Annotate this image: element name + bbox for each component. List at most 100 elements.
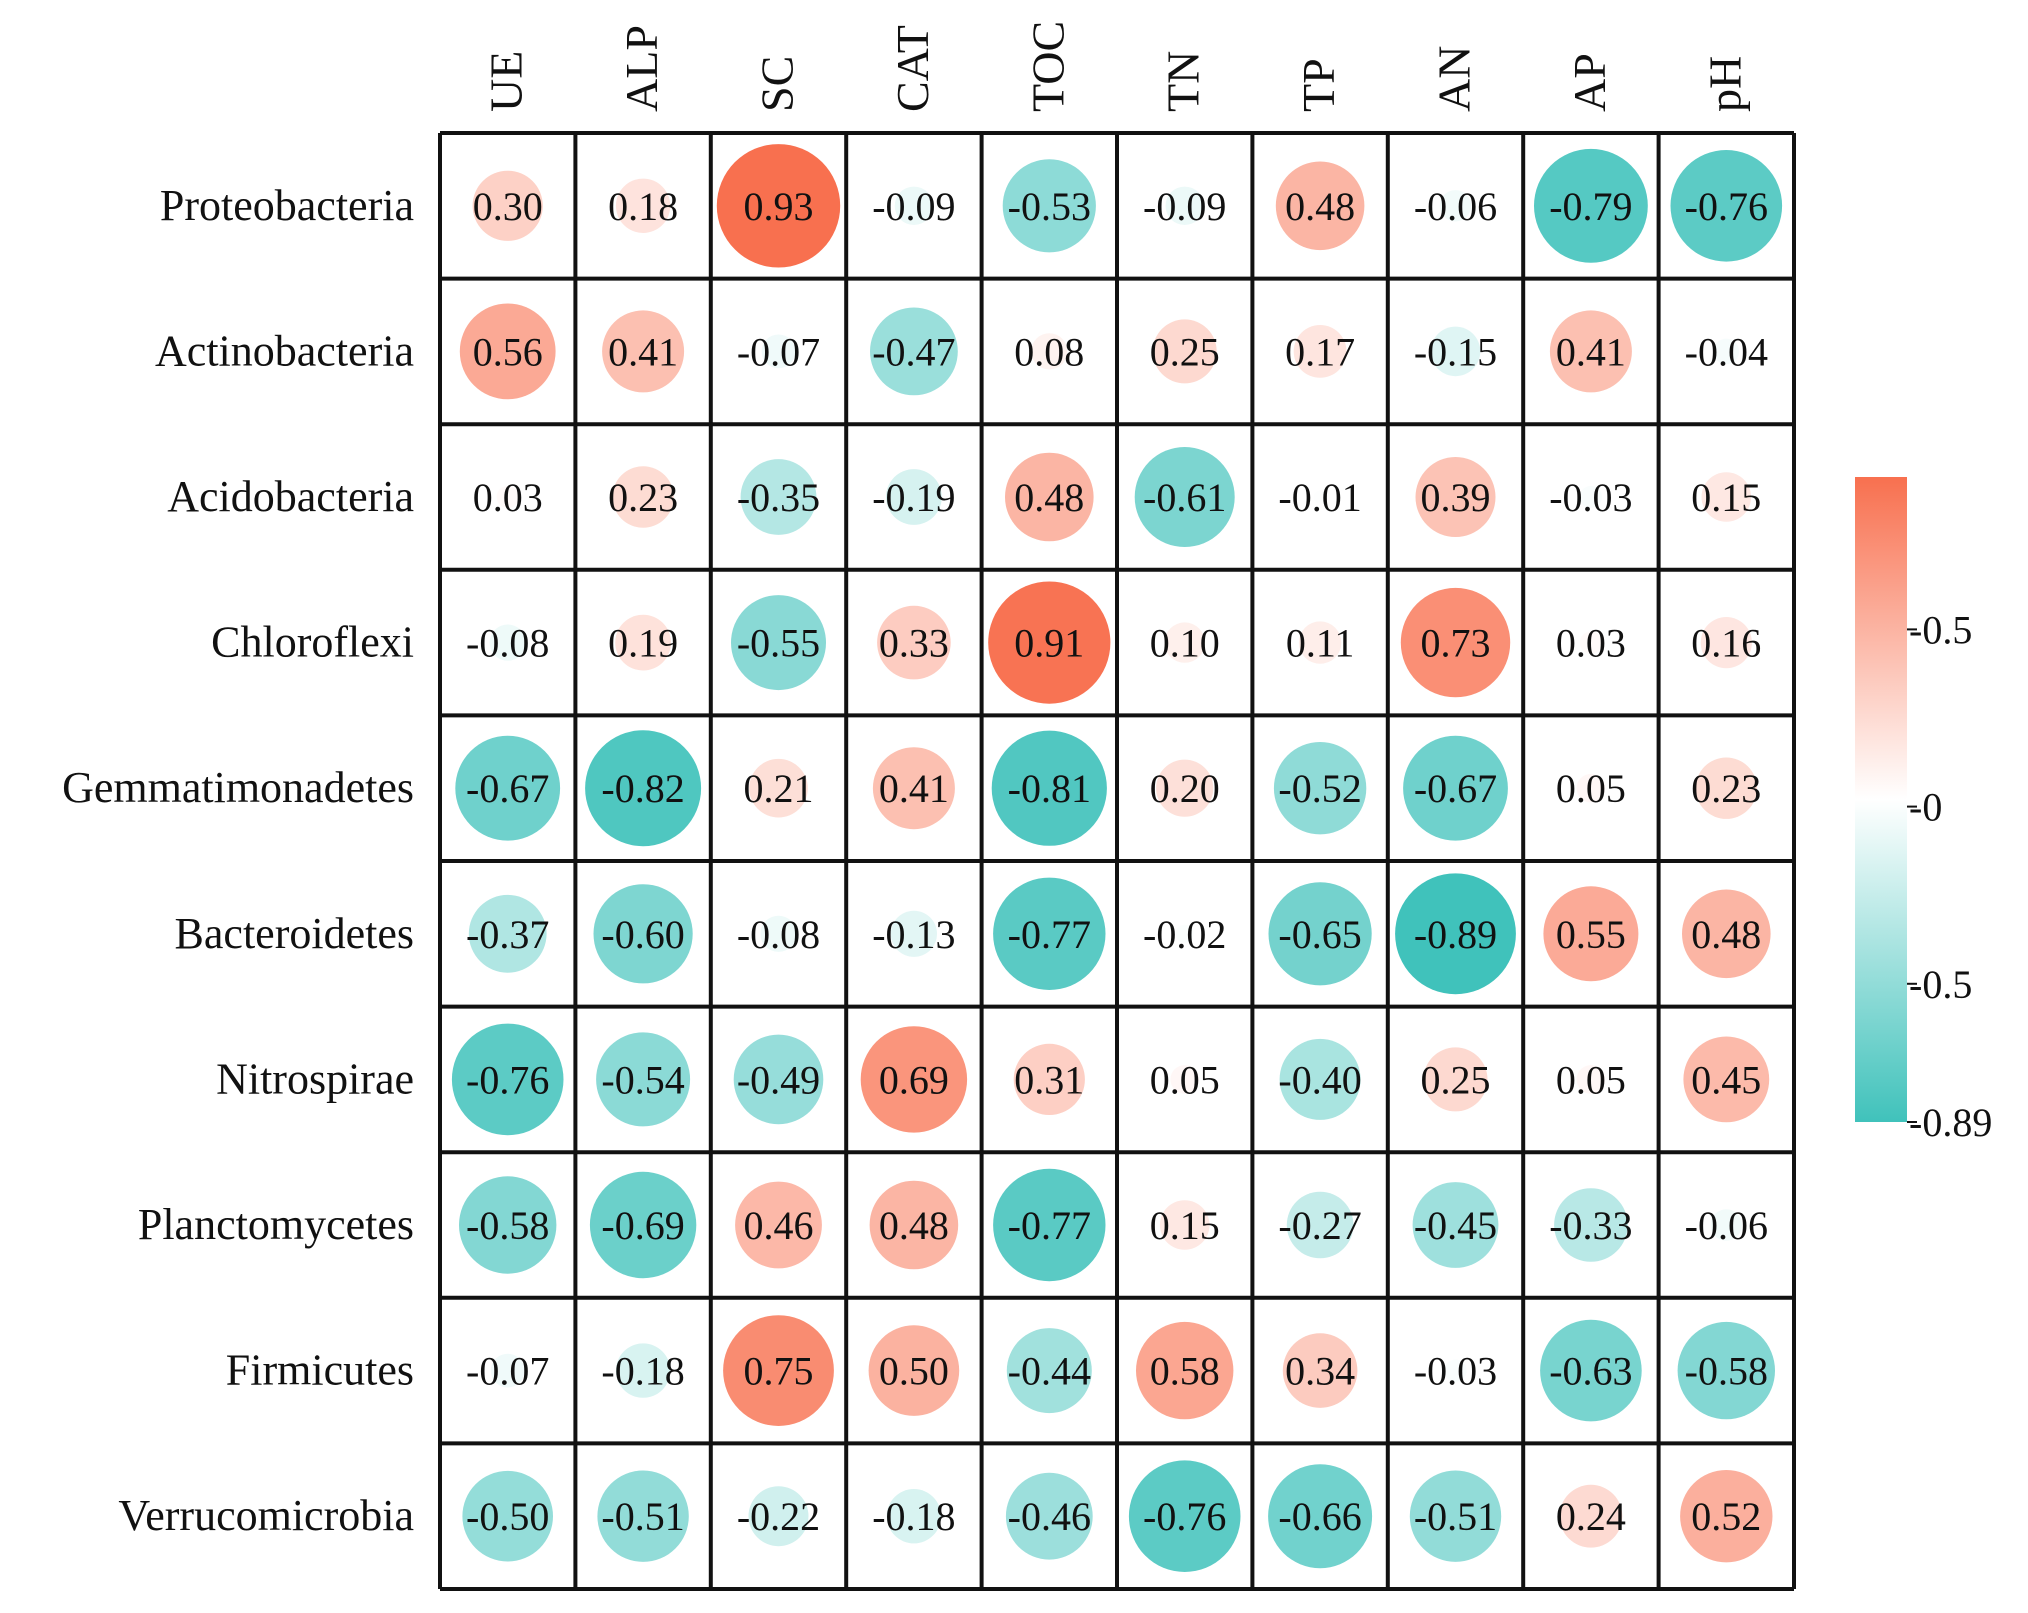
colorbar-tick-label: -0.89 [1909, 1100, 1992, 1145]
cell-value-gemmatimonadetes-an: -0.67 [1414, 766, 1497, 811]
cell-value-firmicutes-sc: 0.75 [744, 1349, 814, 1394]
cell-value-planctomycetes-alp: -0.69 [601, 1203, 684, 1248]
column-label-cat: CAT [887, 25, 938, 112]
column-label-sc: SC [752, 56, 803, 112]
cell-value-verrucomicrobia-tn: -0.76 [1143, 1494, 1226, 1539]
cell-value-actinobacteria-alp: 0.41 [608, 329, 678, 374]
colorbar-tick-label: -0.5 [1909, 962, 1972, 1007]
cell-circle-proteobacteria-cat [894, 186, 934, 225]
cell-circle-proteobacteria-alp [615, 178, 671, 233]
row-label-planctomycetes: Planctomycetes [138, 1200, 414, 1249]
cell-value-actinobacteria-toc: 0.08 [1014, 329, 1084, 374]
cell-value-firmicutes-alp: -0.18 [601, 1349, 684, 1394]
cell-value-bacteroidetes-ap: 0.55 [1556, 912, 1626, 957]
cell-circle-planctomycetes-tn [1159, 1200, 1210, 1250]
cell-circle-firmicutes-tn [1136, 1321, 1234, 1420]
cell-value-firmicutes-tp: 0.34 [1285, 1349, 1355, 1394]
cell-value-planctomycetes-ap: -0.33 [1549, 1203, 1632, 1248]
cell-circle-firmicutes-tp [1282, 1333, 1358, 1408]
cell-value-chloroflexi-toc: 0.91 [1014, 621, 1084, 666]
cell-circle-acidobacteria-ph [1701, 472, 1752, 522]
cell-circle-proteobacteria-ap [1534, 148, 1648, 263]
cell-value-planctomycetes-tp: -0.27 [1278, 1203, 1361, 1248]
cell-value-chloroflexi-sc: -0.55 [737, 621, 820, 666]
cell-value-proteobacteria-ph: -0.76 [1685, 184, 1768, 229]
cell-circle-gemmatimonadetes-an [1403, 735, 1508, 841]
cell-circle-nitrospirae-an [1423, 1047, 1488, 1112]
cell-value-bacteroidetes-ue: -0.37 [466, 912, 549, 957]
cell-value-acidobacteria-ue: 0.03 [473, 475, 543, 520]
cell-circle-actinobacteria-alp [602, 310, 685, 393]
cell-value-acidobacteria-toc: 0.48 [1014, 475, 1084, 520]
cell-value-firmicutes-tn: 0.58 [1150, 1349, 1220, 1394]
row-label-acidobacteria: Acidobacteria [167, 472, 414, 521]
cell-circle-acidobacteria-cat [886, 469, 942, 525]
cell-value-planctomycetes-sc: 0.46 [744, 1203, 814, 1248]
cell-value-planctomycetes-tn: 0.15 [1150, 1203, 1220, 1248]
cell-circle-proteobacteria-sc [716, 144, 841, 268]
column-label-ph: pH [1699, 56, 1750, 112]
column-label-alp: ALP [616, 25, 667, 112]
column-label-ap: AP [1564, 53, 1615, 112]
row-label-actinobacteria: Actinobacteria [155, 326, 414, 375]
cell-value-actinobacteria-ph: -0.04 [1685, 329, 1768, 374]
cell-value-chloroflexi-alp: 0.19 [608, 621, 678, 666]
cell-circle-gemmatimonadetes-ue [455, 735, 561, 841]
cell-value-verrucomicrobia-tp: -0.66 [1278, 1494, 1361, 1539]
heatmap-cells: 0.30 0.18 0.93 -0.09 -0.53 -0.09 0.48 -0.06 -0.7… [451, 144, 1783, 1572]
cell-circle-chloroflexi-ue [489, 624, 526, 661]
cell-circle-verrucomicrobia-ue [462, 1470, 553, 1562]
cell-circle-planctomycetes-alp [589, 1171, 697, 1279]
cell-circle-bacteroidetes-tp [1268, 882, 1372, 986]
cell-value-bacteroidetes-ph: 0.48 [1691, 912, 1761, 957]
cell-value-gemmatimonadetes-toc: -0.81 [1008, 766, 1091, 811]
cell-value-chloroflexi-tn: 0.10 [1150, 621, 1220, 666]
cell-value-gemmatimonadetes-tn: 0.20 [1150, 766, 1220, 811]
cell-value-chloroflexi-ap: 0.03 [1556, 621, 1626, 666]
cell-value-proteobacteria-tn: -0.09 [1143, 184, 1226, 229]
cell-circle-firmicutes-sc [723, 1315, 834, 1426]
cell-value-proteobacteria-sc: 0.93 [744, 184, 814, 229]
cell-circle-planctomycetes-tp [1286, 1191, 1354, 1259]
cell-circle-verrucomicrobia-tn [1128, 1460, 1241, 1572]
cell-value-acidobacteria-ap: -0.03 [1549, 475, 1632, 520]
cell-value-firmicutes-ue: -0.07 [466, 1349, 549, 1394]
cell-circle-verrucomicrobia-cat [886, 1489, 942, 1544]
cell-circle-planctomycetes-toc [993, 1168, 1106, 1282]
cell-value-actinobacteria-ue: 0.56 [473, 329, 543, 374]
cell-circle-bacteroidetes-tn [1175, 924, 1194, 943]
heatmap-grid [438, 131, 1796, 1591]
cell-circle-verrucomicrobia-toc [1005, 1472, 1093, 1560]
column-label-an: AN [1429, 46, 1480, 112]
cell-circle-proteobacteria-toc [1002, 159, 1096, 253]
cell-circle-acidobacteria-toc [1005, 452, 1094, 542]
cell-value-planctomycetes-cat: 0.48 [879, 1203, 949, 1248]
row-label-verrucomicrobia: Verrucomicrobia [118, 1491, 414, 1540]
cell-circle-verrucomicrobia-alp [597, 1470, 689, 1562]
cell-value-bacteroidetes-cat: -0.13 [872, 912, 955, 957]
cell-circle-bacteroidetes-sc [760, 915, 797, 952]
cell-value-gemmatimonadetes-tp: -0.52 [1278, 766, 1361, 811]
cell-circle-actinobacteria-ue [459, 303, 556, 400]
cell-value-verrucomicrobia-toc: -0.46 [1008, 1494, 1091, 1539]
cell-circle-verrucomicrobia-tp [1268, 1464, 1373, 1569]
cell-circle-gemmatimonadetes-sc [749, 758, 808, 818]
cell-circle-chloroflexi-ph [1700, 617, 1752, 669]
cell-circle-nitrospirae-alp [596, 1032, 691, 1127]
cell-value-nitrospirae-toc: 0.31 [1014, 1057, 1084, 1102]
cell-value-bacteroidetes-an: -0.89 [1414, 912, 1497, 957]
cell-value-verrucomicrobia-alp: -0.51 [601, 1494, 684, 1539]
colorbar-tick-label: -0.5 [1909, 607, 1972, 652]
row-label-bacteroidetes: Bacteroidetes [175, 909, 414, 958]
cell-value-gemmatimonadetes-ue: -0.67 [466, 766, 549, 811]
cell-circle-acidobacteria-an [1415, 457, 1496, 537]
cell-value-nitrospirae-tn: 0.05 [1150, 1057, 1220, 1102]
cell-circle-nitrospirae-sc [733, 1034, 824, 1125]
cell-value-acidobacteria-alp: 0.23 [608, 475, 678, 520]
cell-value-proteobacteria-ue: 0.30 [473, 184, 543, 229]
cell-circle-nitrospirae-ph [1683, 1036, 1770, 1123]
cell-circle-acidobacteria-tn [1134, 447, 1235, 547]
cell-circle-bacteroidetes-toc [993, 877, 1106, 990]
cell-circle-nitrospirae-tn [1170, 1065, 1199, 1094]
cell-value-chloroflexi-ph: 0.16 [1691, 621, 1761, 666]
